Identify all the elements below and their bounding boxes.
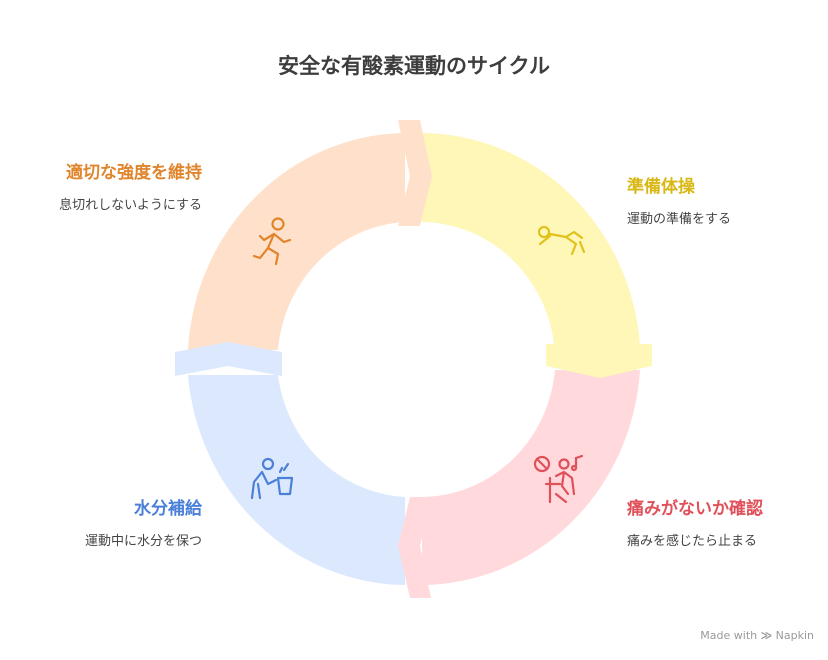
step-check-title: 痛みがないか確認 [627,499,763,519]
step-check: 痛みがないか確認 痛みを感じたら止まる [627,494,763,551]
segment-check [422,370,640,585]
arrow-warmup-to-check [546,344,652,378]
step-warmup-title: 準備体操 [627,177,695,197]
step-hydrate-title: 水分補給 [134,499,202,519]
footer-brand: Napkin [775,629,814,642]
arrow-intensity-to-warmup [398,120,432,226]
napkin-logo-icon: ≫ [760,629,773,642]
step-hydrate: 水分補給 運動中に水分を保つ [40,494,202,551]
page-title: 安全な有酸素運動のサイクル [278,54,550,78]
made-with-napkin[interactable]: Made with ≫ Napkin [700,629,814,642]
step-check-desc: 痛みを感じたら止まる [627,534,758,549]
step-warmup: 準備体操 運動の準備をする [627,172,731,229]
segment-warmup [422,133,640,355]
pain-check-person-icon [533,454,584,504]
stretching-person-icon [537,225,586,256]
segment-hydrate [188,375,405,585]
drinking-person-icon [250,457,294,500]
step-intensity-title: 適切な強度を維持 [66,163,202,183]
step-warmup-desc: 運動の準備をする [627,212,732,227]
segment-intensity [188,133,405,350]
step-intensity-desc: 息切れしないようにする [59,198,202,213]
running-person-icon [252,217,292,266]
step-intensity: 適切な強度を維持 息切れしないようにする [40,158,202,215]
arrow-check-to-hydrate [398,497,431,598]
footer-prefix: Made with [700,629,758,642]
arrow-hydrate-to-intensity [175,342,282,376]
step-hydrate-desc: 運動中に水分を保つ [84,534,202,549]
